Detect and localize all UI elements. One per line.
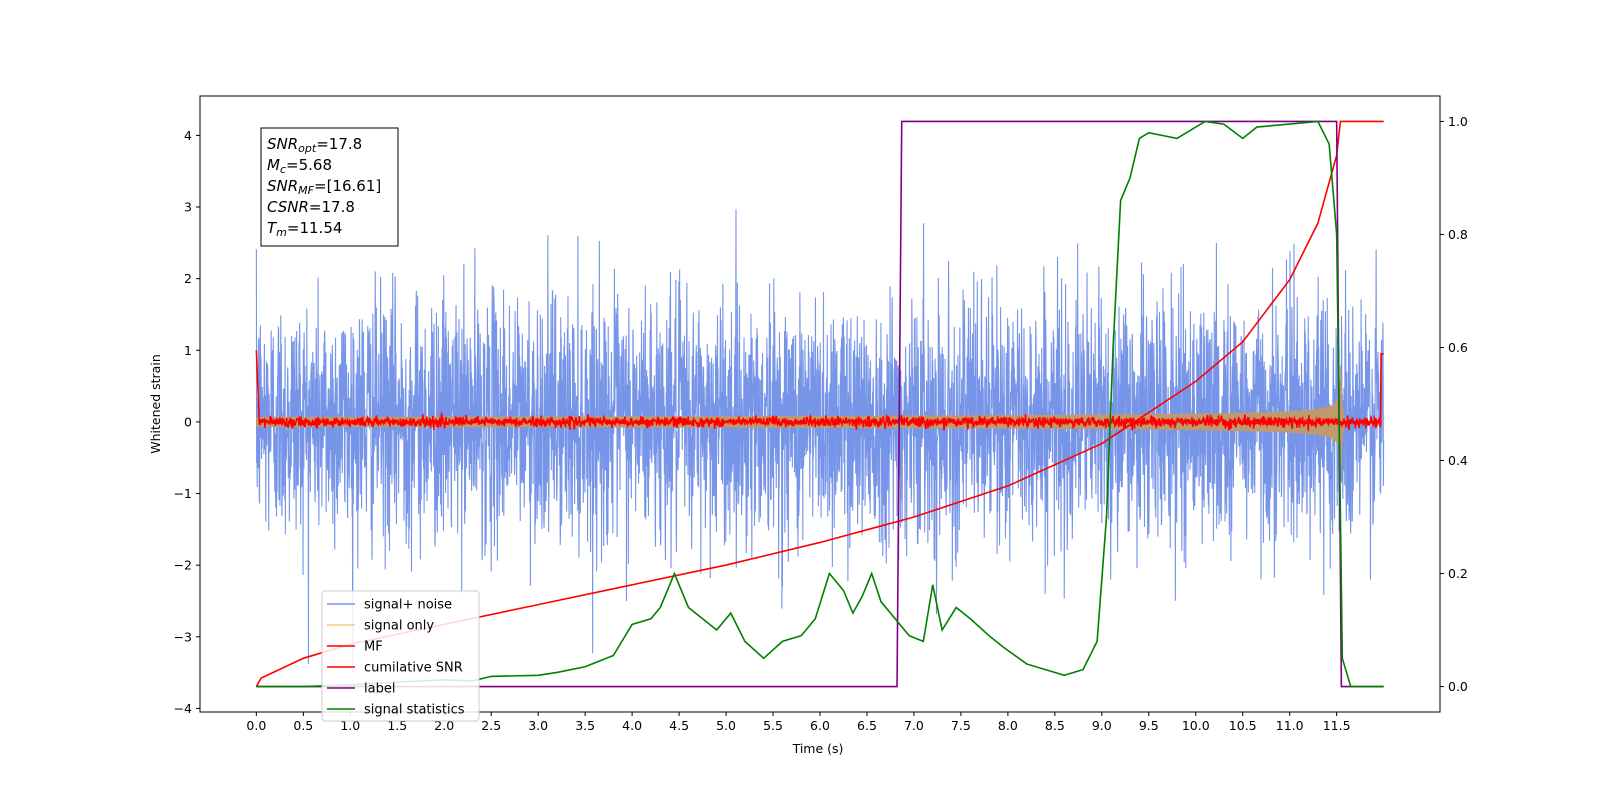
x-tick-label: 1.0 — [340, 718, 360, 733]
annotation-snr-mf: SNRMF=[16.61] — [267, 177, 381, 197]
x-tick-label: 7.0 — [904, 718, 924, 733]
annotation-csnr: CSNR=17.8 — [267, 198, 355, 216]
annotation-tm: Tm=11.54 — [267, 219, 342, 239]
x-tick-label: 4.5 — [669, 718, 689, 733]
x-tick-label: 11.5 — [1323, 718, 1351, 733]
x-tick-label: 9.0 — [1092, 718, 1112, 733]
x-tick-label: 5.0 — [716, 718, 736, 733]
y-left-tick-label: −3 — [174, 629, 192, 644]
y-right-tick-label: 1.0 — [1448, 114, 1468, 129]
x-tick-label: 6.0 — [810, 718, 830, 733]
legend-label-cumilative-snr: cumilative SNR — [364, 661, 463, 676]
y-left-tick-label: 2 — [184, 271, 192, 286]
x-tick-label: 9.5 — [1139, 718, 1159, 733]
x-tick-label: 0.0 — [246, 718, 266, 733]
series-mf — [255, 350, 1384, 431]
legend-label-signal-only: signal only — [364, 619, 434, 634]
y-right-tick-label: 0.0 — [1448, 679, 1468, 694]
y-left-tick-label: 0 — [184, 414, 192, 429]
y-right-tick-label: 0.2 — [1448, 566, 1468, 581]
legend: signal+ noise signal only MF cumilative SNR… — [321, 590, 480, 722]
legend-frame — [321, 590, 480, 722]
ticks-layer: 0.0 0.5 1.0 1.5 2.0 2.5 3.0 3.5 4.0 4.5 5.0 5.5 6.0 6… — [174, 114, 1468, 733]
y-left-tick-label: 1 — [184, 343, 192, 358]
x-tick-label: 3.5 — [575, 718, 595, 733]
legend-label-signal-statistics: signal statistics — [364, 703, 465, 718]
x-tick-label: 5.5 — [763, 718, 783, 733]
series-signal-statistics — [256, 120, 1384, 688]
y-axis-label: Whitened strain — [148, 354, 163, 453]
x-tick-label: 1.5 — [387, 718, 407, 733]
x-tick-label: 6.5 — [857, 718, 877, 733]
y-left-tick-label: −1 — [174, 486, 192, 501]
x-tick-label: 8.5 — [1045, 718, 1065, 733]
x-tick-label: 7.5 — [951, 718, 971, 733]
y-left-tick-label: −2 — [174, 558, 192, 573]
annotation-snr-opt: SNRopt=17.8 — [267, 135, 362, 155]
series-label — [256, 120, 1384, 688]
annotation-mc: Mc=5.68 — [267, 156, 332, 176]
x-tick-label: 2.5 — [481, 718, 501, 733]
y-left-tick-label: −4 — [174, 701, 192, 716]
y-left-tick-label: 3 — [184, 200, 192, 215]
x-tick-label: 0.5 — [293, 718, 313, 733]
x-tick-label: 11.0 — [1276, 718, 1304, 733]
y-right-tick-label: 0.6 — [1448, 340, 1468, 355]
x-tick-label: 4.0 — [622, 718, 642, 733]
y-right-tick-label: 0.4 — [1448, 453, 1468, 468]
x-tick-label: 2.0 — [434, 718, 454, 733]
x-tick-label: 8.0 — [998, 718, 1018, 733]
legend-label-mf: MF — [364, 640, 383, 655]
x-tick-label: 3.0 — [528, 718, 548, 733]
y-left-tick-label: 4 — [184, 128, 192, 143]
x-axis-label: Time (s) — [792, 741, 844, 756]
y-right-tick-label: 0.8 — [1448, 227, 1468, 242]
x-tick-label: 10.0 — [1182, 718, 1210, 733]
legend-label-label: label — [364, 682, 395, 697]
annotation-frame — [260, 127, 399, 247]
legend-label-signal-noise: signal+ noise — [364, 598, 452, 613]
annotation-box: SNRopt=17.8 Mc=5.68 SNRMF=[16.61] CSNR=1… — [260, 127, 399, 247]
x-tick-label: 10.5 — [1229, 718, 1257, 733]
